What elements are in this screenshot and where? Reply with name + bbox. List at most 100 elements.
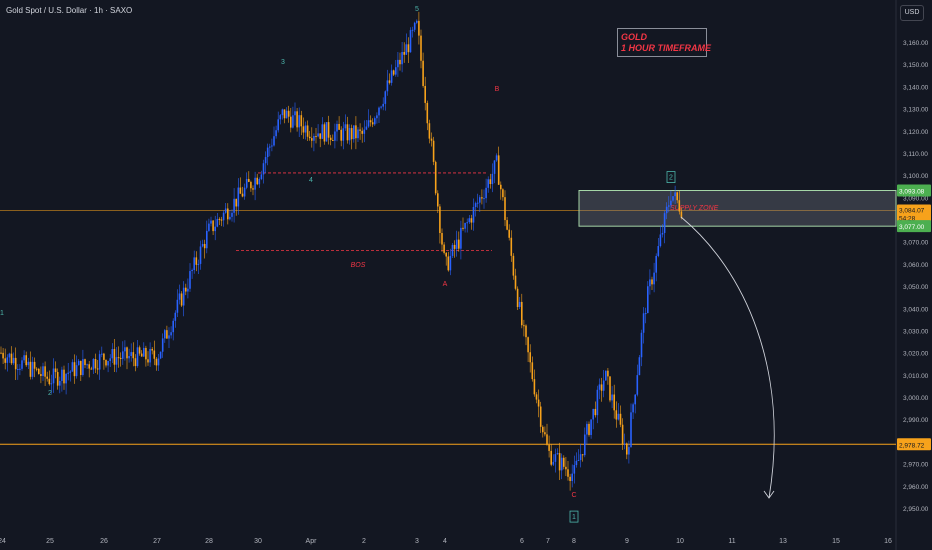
candle-body: [172, 320, 174, 333]
candle-body: [567, 469, 569, 477]
candle-body: [516, 288, 519, 307]
candle-body: [680, 211, 683, 218]
y-tick-label: 3,020.00: [903, 351, 929, 358]
candle-body: [161, 338, 164, 352]
candle-body: [224, 208, 227, 213]
annotation-line1: GOLD: [621, 32, 647, 42]
candle-body: [4, 358, 6, 363]
candle-body: [399, 59, 401, 65]
x-tick-label: 13: [779, 538, 787, 545]
candle-body: [659, 234, 662, 247]
candle-body: [80, 360, 82, 375]
projection-arrow: [680, 216, 775, 499]
candle-body: [90, 368, 93, 370]
candle-body: [443, 244, 445, 253]
candle-body: [535, 394, 538, 400]
candle-body: [344, 124, 347, 129]
candle-body: [432, 140, 435, 162]
candle-body: [374, 118, 376, 125]
candle-body: [254, 177, 256, 190]
y-tick-label: 3,160.00: [903, 40, 929, 47]
candle-body: [426, 102, 429, 124]
wave-label: 1: [0, 310, 4, 317]
candle-body: [212, 220, 214, 232]
candle-body: [495, 155, 498, 161]
candle-body: [69, 371, 72, 373]
candle-body: [395, 67, 397, 75]
candle-body: [384, 91, 387, 104]
candle-body: [573, 465, 576, 474]
candle-body: [363, 129, 366, 134]
candle-body: [422, 60, 424, 86]
candle-body: [663, 213, 666, 233]
candle-body: [201, 243, 204, 247]
candle-body: [565, 466, 567, 470]
zone-bottom-tag-text: 3,077.00: [899, 224, 925, 231]
candle-body: [665, 206, 668, 214]
candle-body: [101, 353, 103, 355]
candle-body: [27, 361, 30, 366]
candle-body: [96, 368, 99, 370]
candle-body: [117, 357, 120, 359]
y-tick-label: 3,150.00: [903, 62, 929, 69]
candle-body: [327, 122, 330, 138]
candle-body: [138, 347, 141, 354]
candle-body: [197, 263, 200, 265]
candle-body: [458, 239, 460, 249]
candle-body: [353, 125, 355, 140]
candle-body: [203, 243, 206, 249]
candle-body: [260, 174, 263, 180]
candle-body: [346, 124, 349, 141]
currency-button[interactable]: USD: [900, 5, 924, 21]
candle-body: [84, 359, 86, 366]
candle-body: [185, 287, 187, 292]
candle-body: [674, 192, 676, 197]
candle-body: [46, 376, 48, 379]
candle-body: [586, 423, 588, 435]
candle-body: [502, 189, 504, 198]
candle-body: [504, 197, 506, 221]
candle-body: [596, 389, 599, 416]
y-tick-label: 3,100.00: [903, 173, 929, 180]
candle-body: [294, 111, 296, 116]
candle-body: [338, 123, 340, 130]
candle-body: [581, 454, 584, 456]
candle-body: [619, 413, 622, 425]
countdown-text: 54:28: [899, 215, 916, 222]
candle-body: [590, 419, 592, 435]
candle-body: [479, 197, 481, 203]
candle-body: [119, 357, 122, 359]
candle-body: [31, 361, 34, 377]
candle-body: [407, 44, 410, 53]
candle-body: [355, 125, 357, 139]
candle-body: [401, 52, 403, 65]
x-tick-label: 2: [362, 538, 366, 545]
candle-body: [485, 187, 487, 199]
candle-body: [8, 353, 11, 358]
candle-body: [357, 129, 359, 139]
candle-body: [350, 128, 353, 140]
candle-body: [98, 354, 101, 370]
support-level-tag-text: 2,978.72: [899, 442, 925, 449]
wave-label: 3: [281, 59, 285, 66]
candle-body: [166, 330, 168, 339]
candle-body: [317, 133, 319, 137]
candle-body: [556, 453, 559, 455]
candle-body: [676, 192, 678, 201]
supply-zone[interactable]: [578, 189, 897, 227]
candle-body: [644, 313, 647, 315]
candle-body: [447, 256, 450, 271]
candle-body: [275, 130, 277, 137]
candle-body: [233, 198, 235, 213]
candle-body: [214, 226, 216, 232]
x-tick-label: 15: [832, 538, 840, 545]
y-tick-label: 3,030.00: [903, 328, 929, 335]
candle-body: [342, 128, 345, 141]
candle-body: [319, 133, 321, 139]
x-tick-label: 4: [443, 538, 447, 545]
candle-body: [649, 279, 651, 287]
candle-body: [470, 218, 473, 223]
candle-body: [451, 244, 454, 256]
candle-body: [191, 270, 193, 272]
